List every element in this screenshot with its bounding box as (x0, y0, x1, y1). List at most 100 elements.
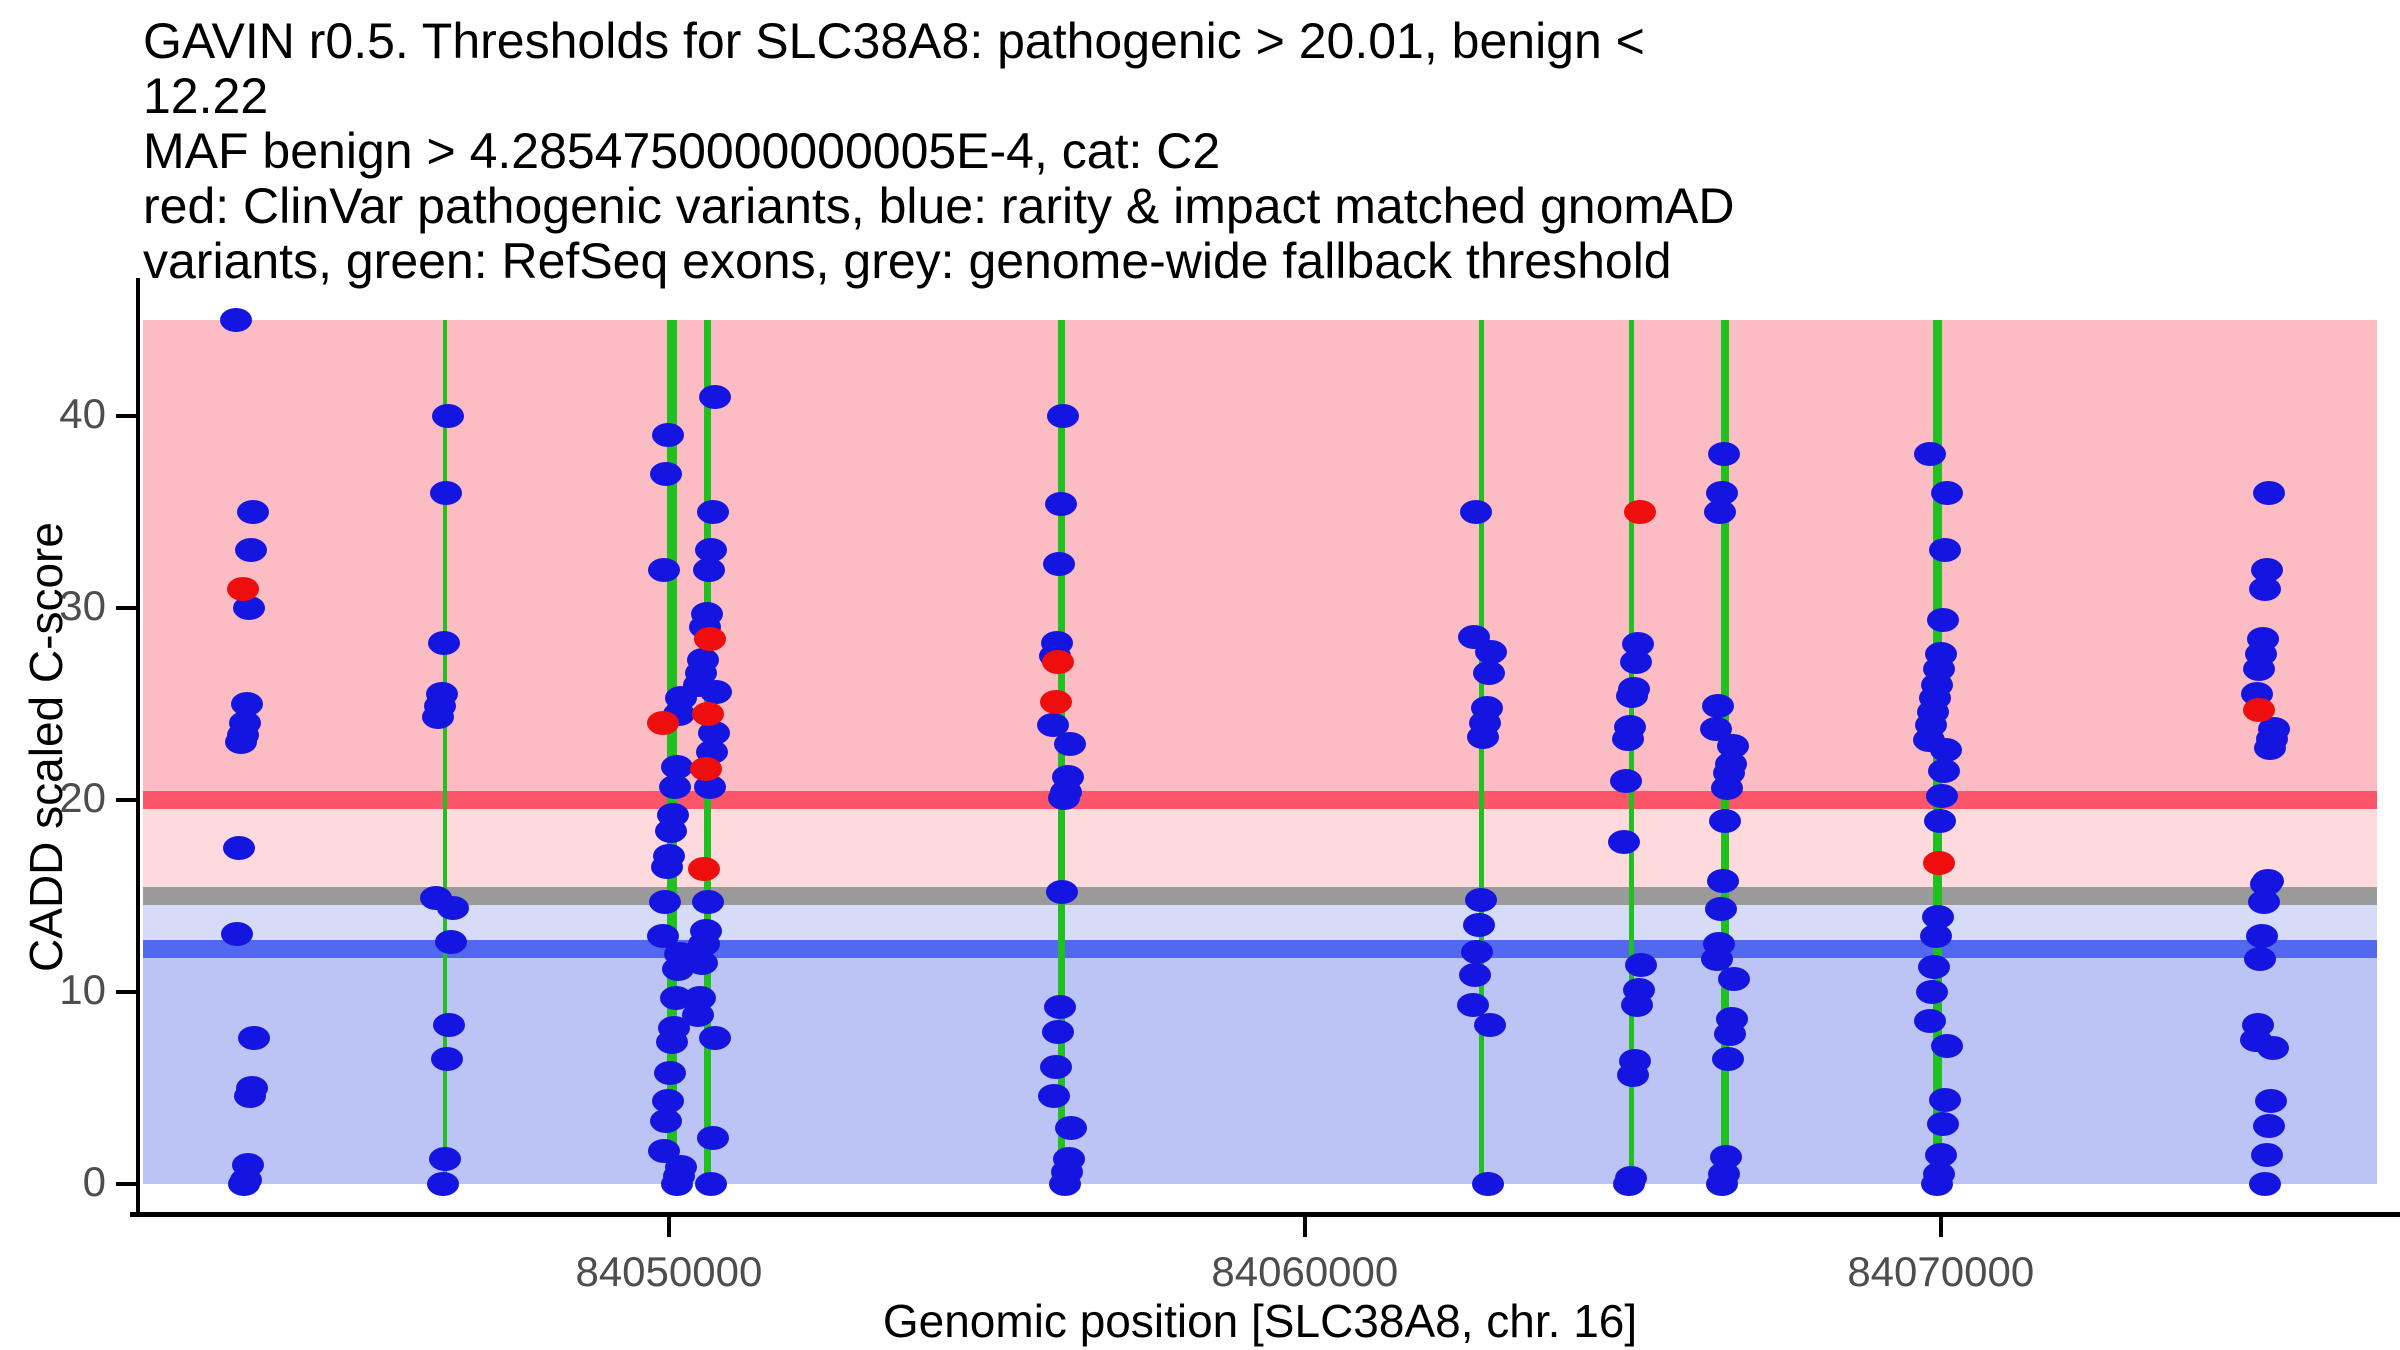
variant-dot-blue (697, 500, 730, 524)
x-axis-title: Genomic position [SLC38A8, chr. 16] (882, 1295, 1638, 1347)
variant-dot-blue (1039, 1054, 1072, 1079)
variant-dot-blue (1926, 607, 1959, 632)
band-benign-zone (143, 949, 2377, 1184)
variant-dot-blue (1926, 1112, 1959, 1137)
variant-dot-blue (1928, 538, 1961, 563)
variant-dot-blue (1706, 868, 1739, 893)
variant-dot-blue (1929, 738, 1962, 763)
y-tick-label: 40 (59, 390, 106, 437)
variant-dot-blue (1612, 1172, 1645, 1196)
variant-dot-blue (1045, 880, 1078, 905)
variant-dot-blue (1703, 500, 1736, 524)
chart-title: GAVIN r0.5. Thresholds for SLC38A8: path… (143, 14, 1743, 289)
y-tick-label: 20 (59, 774, 106, 821)
variant-dot-blue (2257, 1035, 2290, 1060)
variant-dot-red (2243, 697, 2276, 722)
variant-dot-blue (650, 461, 683, 486)
variant-dot-blue (2254, 736, 2287, 761)
variant-dot-blue (695, 1172, 728, 1196)
variant-dot-blue (1464, 887, 1497, 912)
variant-dot-blue (1042, 551, 1075, 576)
exon-line (1629, 320, 1635, 1184)
variant-dot-red (688, 857, 721, 882)
variant-dot-red (1623, 500, 1656, 524)
variant-dot-blue (1701, 693, 1734, 718)
variant-dot-blue (432, 404, 465, 428)
variant-dot-blue (431, 1047, 464, 1072)
chart-title-line-1: GAVIN r0.5. Thresholds for SLC38A8: path… (143, 13, 1645, 124)
threshold-line-benign (143, 940, 2377, 959)
variant-dot-blue (1915, 980, 1948, 1004)
y-tick-label: 30 (59, 582, 106, 629)
variant-dot-blue (1616, 1062, 1649, 1087)
y-axis-line (136, 278, 140, 1217)
variant-dot-blue (650, 1108, 683, 1133)
variant-dot-blue (427, 1172, 460, 1196)
variant-dot-blue (428, 630, 461, 655)
variant-dot-blue (1609, 768, 1642, 793)
variant-dot-blue (2243, 657, 2276, 682)
variant-dot-blue (1053, 732, 1086, 757)
variant-dot-blue (435, 930, 468, 955)
band-uncertain-upper-zone (143, 799, 2377, 896)
threshold-line-pathogenic (143, 790, 2377, 809)
variant-dot-blue (651, 855, 684, 880)
y-tick (116, 798, 136, 802)
variant-dot-blue (1930, 480, 1963, 505)
threshold-line-fallback (143, 887, 2377, 905)
variant-dot-blue (661, 1172, 694, 1196)
variant-dot-blue (1043, 995, 1076, 1020)
variant-dot-blue (1711, 1047, 1744, 1072)
variant-dot-blue (649, 889, 682, 914)
variant-dot-blue (686, 951, 719, 976)
x-tick-label: 84060000 (1211, 1248, 1399, 1295)
variant-dot-red (647, 711, 680, 736)
variant-dot-blue (2248, 889, 2281, 914)
variant-dot-red (1922, 851, 1955, 876)
x-tick (1302, 1217, 1307, 1237)
variant-dot-blue (1619, 649, 1652, 674)
variant-dot-blue (1037, 1083, 1070, 1108)
variant-dot-blue (1466, 724, 1499, 749)
variant-dot-blue (1923, 809, 1956, 834)
variant-dot-blue (1047, 786, 1080, 811)
variant-dot-blue (1473, 1012, 1506, 1037)
variant-dot-blue (2251, 1143, 2284, 1168)
variant-dot-blue (1474, 640, 1507, 665)
y-axis-title: CADD scaled C-score (20, 522, 72, 972)
variant-dot-blue (1917, 955, 1950, 980)
variant-dot-blue (1928, 1087, 1961, 1112)
variant-dot-blue (1458, 962, 1491, 987)
variant-dot-blue (682, 1003, 715, 1028)
variant-dot-blue (1913, 1008, 1946, 1033)
variant-dot-red (694, 626, 727, 651)
variant-dot-blue (700, 680, 733, 705)
variant-dot-blue (1607, 830, 1640, 855)
chart-title-line-3: red: ClinVar pathogenic variants, blue: … (143, 178, 1735, 234)
exon-line (443, 320, 448, 1184)
variant-dot-blue (693, 557, 726, 582)
variant-dot-blue (227, 1172, 260, 1196)
y-tick (116, 606, 136, 610)
variant-dot-blue (699, 1026, 732, 1051)
variant-dot-blue (2246, 924, 2279, 949)
variant-dot-blue (237, 1026, 270, 1051)
variant-dot-blue (1708, 809, 1741, 834)
variant-dot-blue (1046, 404, 1079, 428)
exon-line (667, 320, 678, 1184)
variant-dot-blue (1704, 897, 1737, 922)
variant-dot-blue (430, 480, 463, 505)
variant-dot-blue (234, 538, 267, 563)
variant-dot-blue (220, 922, 253, 947)
y-tick (116, 1182, 136, 1186)
variant-dot-blue (2255, 1089, 2288, 1114)
y-tick (116, 990, 136, 994)
variant-dot-blue (233, 1083, 266, 1108)
variant-dot-blue (659, 774, 692, 799)
variant-dot-red (692, 701, 725, 726)
variant-dot-blue (222, 836, 255, 860)
variant-dot-blue (2249, 1172, 2282, 1196)
variant-dot-blue (1611, 726, 1644, 751)
variant-dot-blue (2253, 1114, 2286, 1139)
